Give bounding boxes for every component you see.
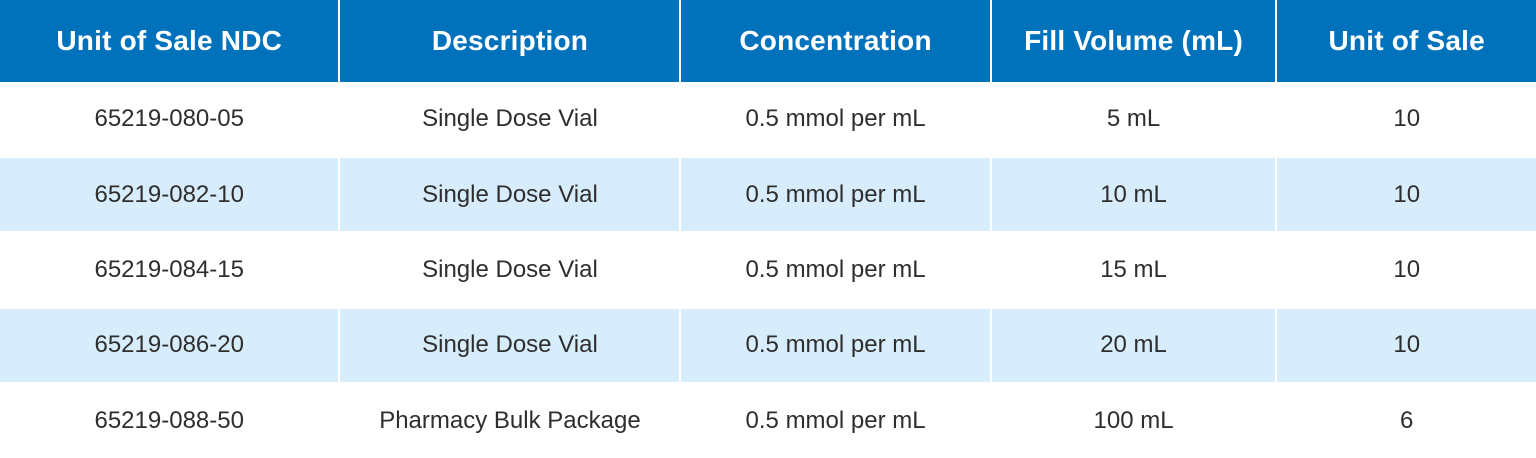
ndc-cell: 65219-088-50 [0, 381, 341, 458]
table-row: 65219-086-20 Single Dose Vial 0.5 mmol p… [0, 306, 1536, 384]
ndc-cell: 65219-080-05 [0, 82, 341, 159]
unit-of-sale-cell: 10 [1275, 306, 1536, 384]
ndc-cell: 65219-086-20 [0, 306, 341, 384]
column-header-description: Description [339, 0, 682, 82]
concentration-cell: 0.5 mmol per mL [679, 156, 992, 234]
description-cell: Single Dose Vial [338, 156, 682, 234]
fill-volume-cell: 15 mL [989, 231, 1278, 309]
table-header: Unit of Sale NDC Description Concentrati… [0, 0, 1536, 82]
table-row: 65219-082-10 Single Dose Vial 0.5 mmol p… [0, 156, 1536, 234]
fill-volume-cell: 20 mL [989, 306, 1278, 384]
table-row: 65219-088-50 Pharmacy Bulk Package 0.5 m… [0, 381, 1536, 458]
description-cell: Single Dose Vial [338, 82, 682, 159]
concentration-cell: 0.5 mmol per mL [679, 82, 992, 159]
concentration-cell: 0.5 mmol per mL [679, 306, 992, 384]
description-cell: Single Dose Vial [338, 231, 682, 309]
header-row: Unit of Sale NDC Description Concentrati… [0, 0, 1536, 82]
ndc-cell: 65219-084-15 [0, 231, 341, 309]
table-row: 65219-084-15 Single Dose Vial 0.5 mmol p… [0, 231, 1536, 309]
column-header-unit-of-sale-ndc: Unit of Sale NDC [0, 0, 341, 82]
table-row: 65219-080-05 Single Dose Vial 0.5 mmol p… [0, 82, 1536, 159]
description-cell: Single Dose Vial [338, 306, 682, 384]
unit-of-sale-cell: 10 [1275, 82, 1536, 159]
concentration-cell: 0.5 mmol per mL [679, 381, 992, 458]
fill-volume-cell: 100 mL [989, 381, 1278, 458]
table-body: 65219-080-05 Single Dose Vial 0.5 mmol p… [0, 82, 1536, 458]
unit-of-sale-cell: 10 [1275, 231, 1536, 309]
column-header-concentration: Concentration [680, 0, 992, 82]
description-cell: Pharmacy Bulk Package [338, 381, 682, 458]
ndc-cell: 65219-082-10 [0, 156, 341, 234]
unit-of-sale-cell: 10 [1275, 156, 1536, 234]
unit-of-sale-cell: 6 [1275, 381, 1536, 458]
column-header-unit-of-sale: Unit of Sale [1276, 0, 1536, 82]
fill-volume-cell: 5 mL [989, 82, 1278, 159]
concentration-cell: 0.5 mmol per mL [679, 231, 992, 309]
fill-volume-cell: 10 mL [989, 156, 1278, 234]
column-header-fill-volume: Fill Volume (mL) [990, 0, 1278, 82]
